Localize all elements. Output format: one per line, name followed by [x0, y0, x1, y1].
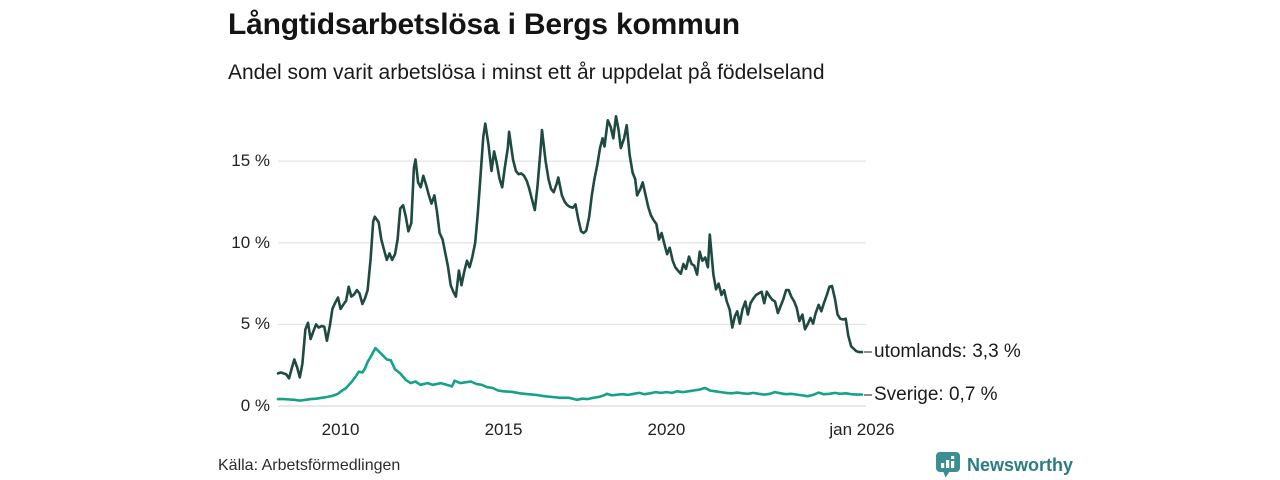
y-axis-tick-label: 10 % [231, 232, 270, 252]
x-axis-tick-label: 2010 [321, 420, 360, 439]
x-axis-tick-label: 2020 [647, 420, 686, 439]
y-axis-tick-label: 5 % [240, 314, 270, 334]
page-subtitle: Andel som varit arbetslösa i minst ett å… [228, 61, 825, 84]
newsworthy-logo-icon [936, 452, 960, 478]
legend-dash-icon [864, 393, 872, 396]
legend-item-sverige: Sverige: 0,7 % [864, 384, 998, 406]
legend-label-sverige: Sverige: 0,7 % [874, 383, 998, 405]
x-axis-tick-label: 2015 [484, 420, 523, 439]
legend-item-utomlands: utomlands: 3,3 % [864, 341, 1021, 363]
x-axis-tick-label: jan 2026 [829, 420, 895, 439]
y-axis-tick-label: 0 % [240, 396, 270, 415]
page-title: Långtidsarbetslösa i Bergs kommun [228, 8, 740, 41]
legend-label-utomlands: utomlands: 3,3 % [874, 341, 1021, 363]
source-note: Källa: Arbetsförmedlingen [218, 457, 401, 474]
series-line-utomlands [276, 115, 864, 380]
newsworthy-brand: Newsworthy [936, 452, 1073, 478]
newsworthy-wordmark: Newsworthy [967, 454, 1074, 475]
series-line-Sverige [276, 346, 864, 402]
legend-dash-icon [864, 351, 872, 354]
y-axis-tick-label: 15 % [231, 151, 270, 171]
